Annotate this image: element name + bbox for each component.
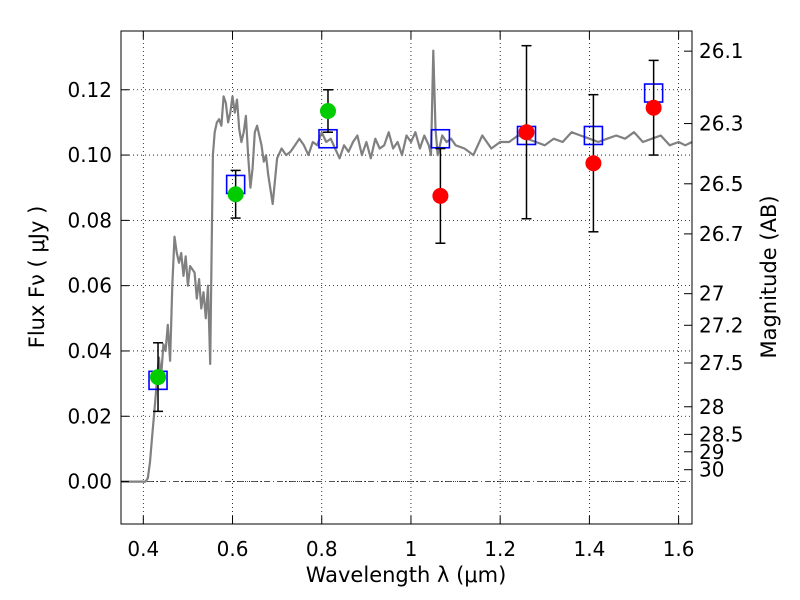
x-tick-label: 1.2 bbox=[484, 537, 516, 561]
x-axis-label: Wavelength λ (μm) bbox=[306, 563, 507, 587]
detection-point bbox=[319, 102, 336, 119]
mag-tick-label: 28 bbox=[699, 395, 724, 419]
x-tick-label: 0.6 bbox=[217, 537, 249, 561]
mag-tick-label: 26.7 bbox=[699, 222, 744, 246]
mag-tick-label: 26.3 bbox=[699, 112, 744, 136]
y-tick-label: 0.08 bbox=[67, 208, 112, 232]
mag-tick-label: 26.5 bbox=[699, 172, 744, 196]
data-layer bbox=[121, 44, 692, 483]
mag-tick-label: 29 bbox=[699, 440, 724, 464]
x-tick-label: 1.6 bbox=[663, 537, 695, 561]
upper-limit-point bbox=[518, 124, 535, 141]
plot-frame bbox=[120, 30, 693, 525]
x-tick-label: 1.4 bbox=[573, 537, 605, 561]
y-tick-label: 0.06 bbox=[67, 274, 112, 298]
y-tick-label: 0.12 bbox=[67, 78, 112, 102]
ticks-layer: 0.4 0.6 0.8 1 1.2 1.4 1.6 0.00 0.02 0.04 0.06 0.08 0… bbox=[67, 31, 744, 561]
mag-tick-label: 26.1 bbox=[699, 39, 744, 63]
mag-tick-label: 27 bbox=[699, 282, 724, 306]
upper-limit-point bbox=[645, 99, 662, 116]
y-tick-label: 0.00 bbox=[67, 470, 112, 494]
y-tick-label: 0.10 bbox=[67, 143, 112, 167]
upper-limit-point bbox=[432, 187, 449, 204]
upper-limit-point bbox=[585, 155, 602, 172]
x-tick-label: 0.8 bbox=[306, 537, 338, 561]
detection-point bbox=[150, 369, 167, 386]
y-tick-label: 0.04 bbox=[67, 339, 112, 363]
model-spectrum-line bbox=[121, 49, 692, 483]
mag-tick-label: 28.5 bbox=[699, 422, 744, 446]
model-photometry-square bbox=[430, 128, 451, 149]
detection-point bbox=[227, 186, 244, 203]
y-axis-label-right: Magnitude (AB) bbox=[757, 195, 781, 358]
mag-tick-label: 27.2 bbox=[699, 313, 744, 337]
x-tick-label: 1 bbox=[405, 537, 418, 561]
y-tick-label: 0.02 bbox=[67, 404, 112, 428]
x-tick-label: 0.4 bbox=[127, 537, 159, 561]
mag-tick-label: 27.5 bbox=[699, 351, 744, 375]
mag-tick-label: 30 bbox=[699, 458, 724, 482]
y-axis-label: Flux Fν ( μJy ) bbox=[25, 206, 49, 349]
